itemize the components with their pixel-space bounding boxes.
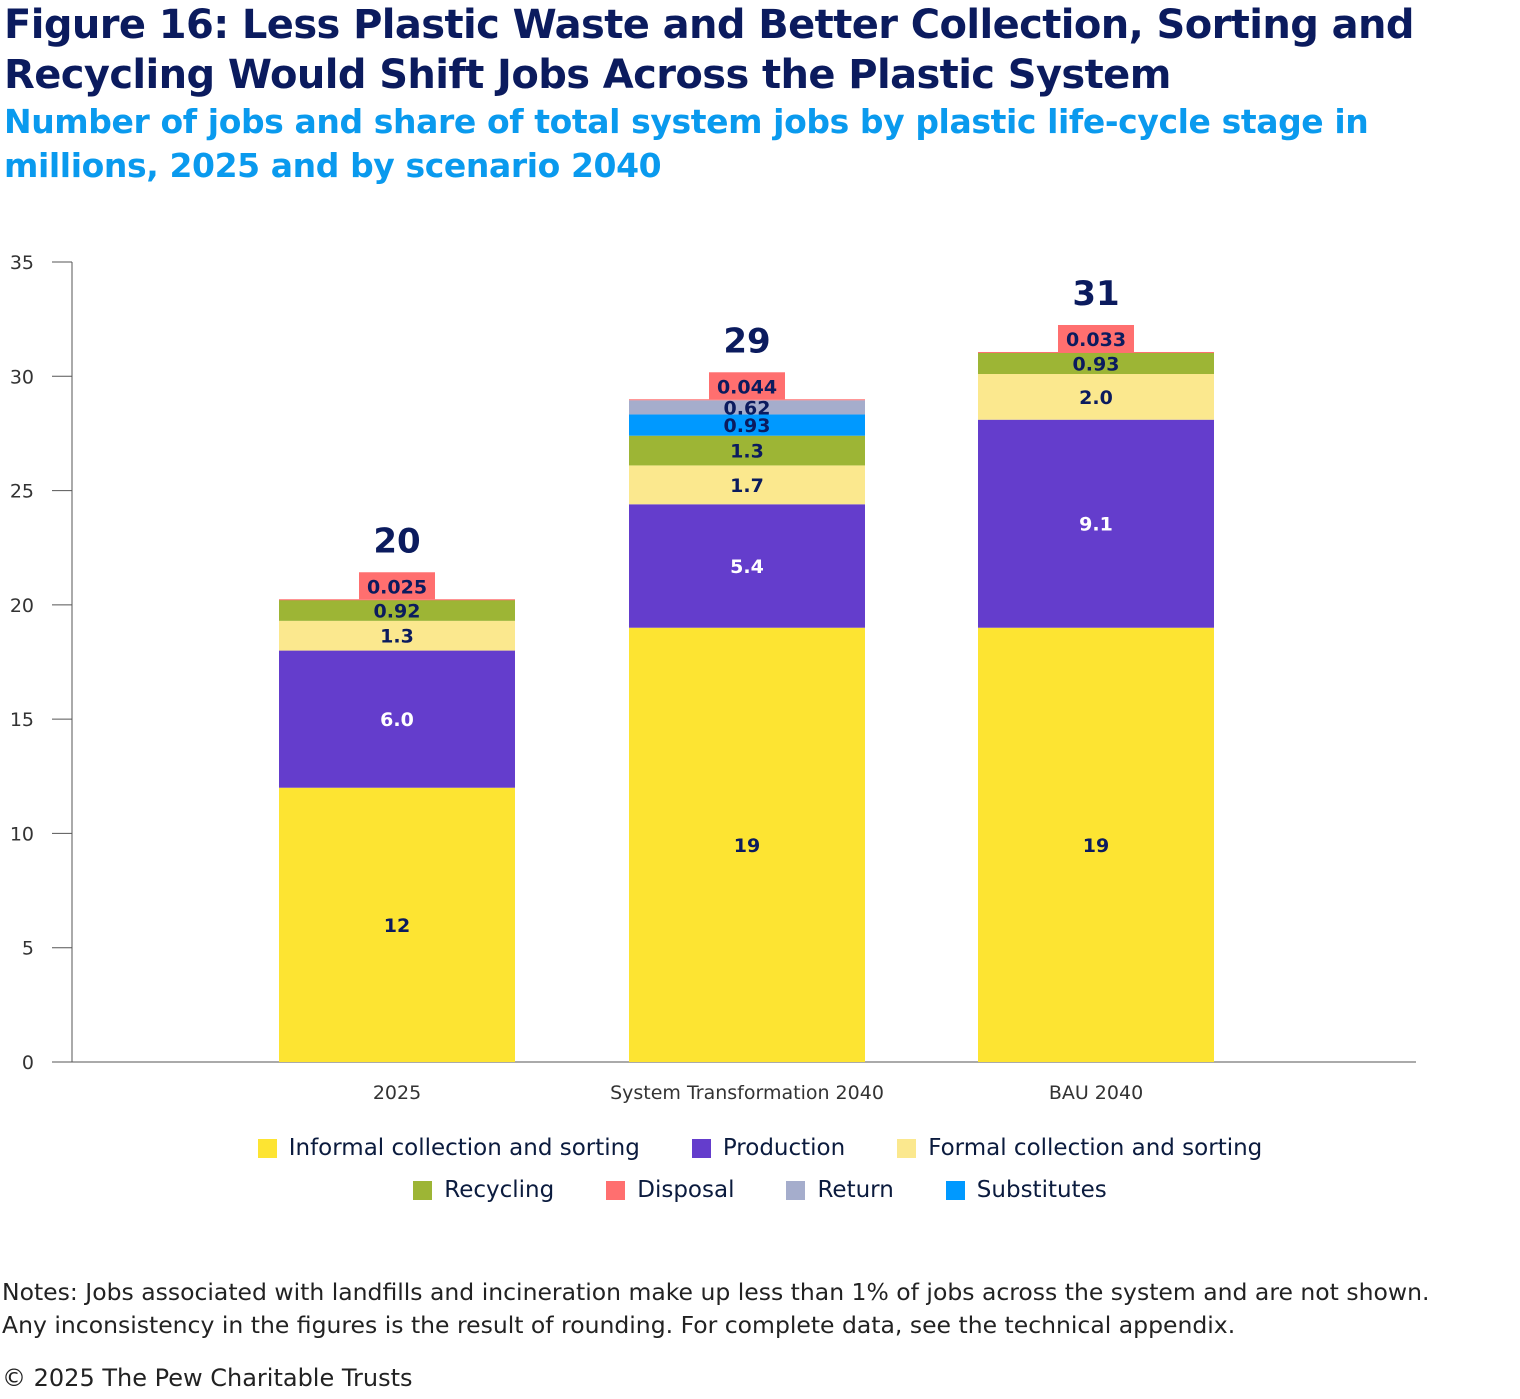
bar-segment-production bbox=[629, 504, 865, 628]
data-label: 0.92 bbox=[374, 600, 421, 622]
data-label: 0.62 bbox=[724, 397, 771, 419]
bar-segment-formal-collection-and-sorting bbox=[279, 620, 515, 651]
legend-swatch bbox=[945, 1180, 965, 1200]
data-label-box-disposal bbox=[709, 372, 785, 400]
data-label: 12 bbox=[384, 915, 410, 937]
legend-item: Disposal bbox=[606, 1177, 734, 1203]
stacked-bar-chart: 051015202530352025126.01.30.920.02520Sys… bbox=[10, 252, 1416, 1104]
data-label: 0.044 bbox=[717, 376, 777, 398]
data-label: 19 bbox=[734, 835, 760, 857]
legend-label: Return bbox=[817, 1177, 894, 1203]
x-tick-label: 2025 bbox=[373, 1082, 421, 1104]
data-label: 19 bbox=[1083, 835, 1109, 857]
data-label: 1.3 bbox=[380, 626, 414, 648]
legend-label: Substitutes bbox=[976, 1177, 1107, 1203]
bar-segment-recycling bbox=[978, 352, 1214, 374]
bar-segment-informal-collection-and-sorting bbox=[279, 787, 515, 1062]
legend-label: Production bbox=[722, 1135, 846, 1161]
y-tick-label: 25 bbox=[10, 481, 34, 503]
legend-label: Disposal bbox=[637, 1177, 735, 1203]
bar-segment-substitutes bbox=[629, 414, 865, 436]
bar-segment-disposal bbox=[978, 351, 1214, 353]
data-label-box-disposal bbox=[359, 572, 435, 600]
notes-line-1: Notes: Jobs associated with landfills an… bbox=[2, 1278, 1430, 1306]
legend-item: Informal collection and sorting bbox=[257, 1135, 640, 1161]
legend-row-2: Recycling Disposal Return Substitutes bbox=[0, 1177, 1520, 1203]
bar-segment-return bbox=[629, 400, 865, 415]
legend-label: Recycling bbox=[444, 1177, 555, 1203]
y-tick-label: 30 bbox=[10, 366, 34, 388]
bar-segment-production bbox=[978, 419, 1214, 628]
y-tick-label: 35 bbox=[10, 252, 34, 274]
legend-swatch bbox=[606, 1180, 626, 1200]
y-tick-label: 10 bbox=[10, 823, 34, 845]
data-label: 1.7 bbox=[730, 475, 764, 497]
data-label: 0.93 bbox=[724, 415, 771, 437]
total-label: 31 bbox=[1072, 274, 1119, 314]
legend-item: Substitutes bbox=[945, 1177, 1107, 1203]
bar-segment-formal-collection-and-sorting bbox=[978, 374, 1214, 420]
data-label: 1.3 bbox=[730, 441, 764, 463]
legend-swatch bbox=[691, 1138, 711, 1158]
data-label: 9.1 bbox=[1079, 514, 1113, 536]
legend-item: Return bbox=[786, 1177, 894, 1203]
data-label-box-disposal bbox=[1058, 324, 1134, 352]
total-label: 20 bbox=[373, 521, 420, 561]
legend-row-1: Informal collection and sorting Productio… bbox=[0, 1135, 1520, 1161]
data-label: 2.0 bbox=[1079, 387, 1113, 409]
bar-segment-disposal bbox=[629, 399, 865, 401]
data-label: 0.033 bbox=[1066, 329, 1126, 351]
notes-line-2: Any inconsistency in the figures is the … bbox=[2, 1311, 1236, 1339]
bar-segment-recycling bbox=[629, 435, 865, 466]
x-tick-label: System Transformation 2040 bbox=[610, 1082, 884, 1104]
y-tick-label: 0 bbox=[22, 1052, 34, 1074]
legend-item: Formal collection and sorting bbox=[897, 1135, 1262, 1161]
data-label: 0.93 bbox=[1073, 353, 1120, 375]
bar-segment-recycling bbox=[279, 599, 515, 621]
total-label: 29 bbox=[723, 321, 770, 361]
y-tick-label: 5 bbox=[22, 938, 34, 960]
chart-title: Figure 16: Less Plastic Waste and Better… bbox=[4, 2, 1415, 98]
legend-swatch bbox=[413, 1180, 433, 1200]
y-tick-label: 20 bbox=[10, 595, 34, 617]
legend-swatch bbox=[897, 1138, 917, 1158]
legend-swatch bbox=[257, 1138, 277, 1158]
data-label: 0.025 bbox=[367, 576, 427, 598]
data-label: 5.4 bbox=[730, 556, 764, 578]
chart-notes: Notes: Jobs associated with landfills an… bbox=[2, 1276, 1429, 1342]
bar-segment-production bbox=[279, 650, 515, 788]
legend-swatch bbox=[786, 1180, 806, 1200]
y-tick-label: 15 bbox=[10, 709, 34, 731]
bar-segment-formal-collection-and-sorting bbox=[629, 465, 865, 505]
data-label: 6.0 bbox=[380, 709, 414, 731]
chart-subtitle: Number of jobs and share of total system… bbox=[4, 102, 1369, 185]
legend-item: Recycling bbox=[413, 1177, 554, 1203]
legend-item: Production bbox=[691, 1135, 846, 1161]
x-tick-label: BAU 2040 bbox=[1049, 1082, 1143, 1104]
bar-segment-informal-collection-and-sorting bbox=[978, 627, 1214, 1062]
bar-segment-disposal bbox=[279, 599, 515, 601]
copyright: © 2025 The Pew Charitable Trusts bbox=[2, 1364, 413, 1392]
bar-segment-informal-collection-and-sorting bbox=[629, 627, 865, 1062]
legend-label: Informal collection and sorting bbox=[288, 1135, 640, 1161]
legend-label: Formal collection and sorting bbox=[928, 1135, 1263, 1161]
